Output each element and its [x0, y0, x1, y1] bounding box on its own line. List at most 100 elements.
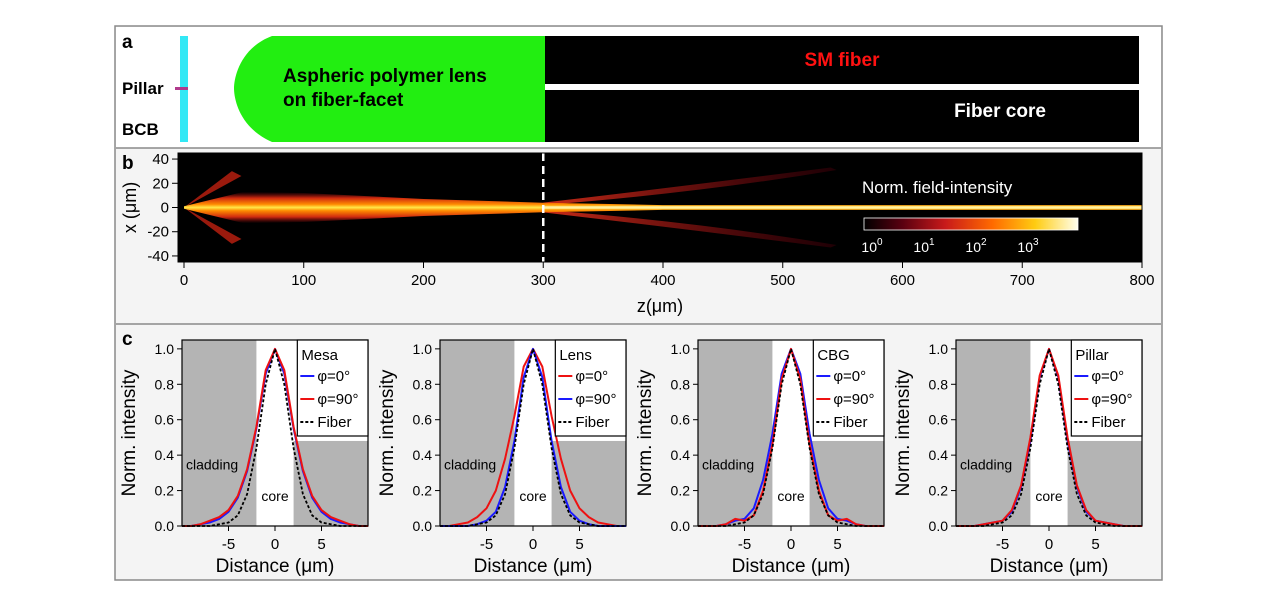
- y-tick-label: 0.8: [929, 376, 949, 392]
- panel-a: a Pillar BCB Aspheric polymer lens on fi…: [116, 27, 1161, 149]
- core-label: core: [519, 488, 546, 504]
- cladding-region-right: [1067, 440, 1142, 526]
- y-tick-label: 0.2: [671, 483, 691, 499]
- x-tick-label: -5: [738, 536, 751, 553]
- panel-a-letter: a: [122, 32, 133, 53]
- legend-entry: φ=0°: [833, 368, 866, 385]
- sm-fiber-label: SM fiber: [805, 50, 881, 71]
- x-axis-label: Distance (μm): [474, 556, 593, 577]
- legend-title: CBG: [817, 347, 850, 364]
- x-tick-label: 200: [411, 272, 436, 289]
- colorbar-tick-exponent: 1: [929, 237, 935, 248]
- y-tick-label: 1.0: [671, 341, 691, 357]
- x-axis-label: Distance (μm): [216, 556, 335, 577]
- y-tick-label: 0.6: [413, 412, 433, 428]
- cladding-region-left: [698, 340, 773, 526]
- x-tick-label: 0: [180, 272, 188, 289]
- pillar-marker: [175, 87, 188, 90]
- legend-entry: φ=0°: [317, 368, 350, 385]
- cladding-label: cladding: [444, 456, 496, 472]
- lens-label-line2: on fiber-facet: [283, 90, 404, 111]
- legend-entry: Fiber: [575, 414, 609, 431]
- curve-90-line: [698, 347, 884, 527]
- y-axis-label: Norm. intensity: [377, 369, 398, 496]
- y-axis-label: Norm. intensity: [893, 369, 914, 496]
- y-tick-label: -40: [147, 248, 169, 265]
- x-tick-label: 0: [787, 536, 795, 553]
- legend-box: [296, 339, 369, 437]
- y-tick-label: 0.6: [671, 412, 691, 428]
- lower-divergent-ray: [183, 207, 242, 244]
- x-tick-label: 5: [575, 536, 583, 553]
- x-tick-label: 400: [650, 272, 675, 289]
- profile-plot-mesa: cladding core Mesa φ=0° φ=90° Fiber 0.0 0.2 0.4 0…: [119, 339, 369, 577]
- x-tick-label: 100: [291, 272, 316, 289]
- y-tick-label: 0.2: [155, 483, 175, 499]
- y-tick-label: 0.8: [671, 376, 691, 392]
- mode-profile-plots: cladding core Mesa φ=0° φ=90° Fiber 0.0 0.2 0.4 0…: [119, 339, 1143, 577]
- sm-fiber-cladding: [545, 36, 1139, 84]
- cladding-label: cladding: [960, 456, 1012, 472]
- curve-90-line: [182, 347, 368, 527]
- fiber-core-label: Fiber core: [954, 101, 1046, 122]
- lower-side-lobe: [543, 209, 837, 248]
- legend-title: Lens: [559, 347, 592, 364]
- y-tick-label: 0.4: [413, 447, 433, 463]
- y-tick-label: 0: [161, 200, 169, 217]
- profile-plot-pillar: cladding core Pillar φ=0° φ=90° Fiber 0.0 0.2 0.…: [893, 339, 1143, 577]
- legend-box: [1070, 339, 1143, 437]
- cladding-label: cladding: [702, 456, 754, 472]
- colorbar: [863, 217, 1079, 231]
- core-label: core: [777, 488, 804, 504]
- lens-label-line1: Aspheric polymer lens: [283, 66, 487, 87]
- y-tick-label: 0.6: [155, 412, 175, 428]
- y-tick-label: 0.2: [413, 483, 433, 499]
- legend-box: [554, 339, 627, 437]
- x-tick-label: 300: [531, 272, 556, 289]
- upper-divergent-ray: [183, 171, 242, 208]
- upper-side-lobe: [543, 167, 837, 206]
- legend-entry: φ=90°: [317, 391, 358, 408]
- y-tick-label: 0.8: [413, 376, 433, 392]
- core-label: core: [261, 488, 288, 504]
- y-tick-label: 0.2: [929, 483, 949, 499]
- cladding-region-right: [551, 440, 626, 526]
- y-tick-label: -20: [147, 224, 169, 241]
- bcb-label: BCB: [122, 120, 159, 139]
- x-axis-label: Distance (μm): [732, 556, 851, 577]
- panel-c-letter: c: [122, 329, 133, 350]
- cladding-region-right: [293, 440, 368, 526]
- y-axis-label: Norm. intensity: [635, 369, 656, 496]
- y-tick-label: 0.0: [413, 518, 433, 534]
- y-tick-label: 1.0: [929, 341, 949, 357]
- x-tick-label: -5: [222, 536, 235, 553]
- y-tick-label: 20: [152, 175, 169, 192]
- y-tick-label: 0.0: [929, 518, 949, 534]
- x-tick-label: 5: [833, 536, 841, 553]
- y-tick-label: 0.0: [671, 518, 691, 534]
- legend-title: Mesa: [301, 347, 338, 364]
- legend-entry: Fiber: [317, 414, 351, 431]
- x-axis-label: Distance (μm): [990, 556, 1109, 577]
- panel-b-y-axis-label: x (μm): [120, 182, 140, 233]
- x-tick-label: 0: [1045, 536, 1053, 553]
- panel-b-letter: b: [122, 153, 134, 174]
- pillar-label: Pillar: [122, 79, 164, 98]
- legend-entry: φ=90°: [833, 391, 874, 408]
- y-axis-label: Norm. intensity: [119, 369, 140, 496]
- x-tick-label: 700: [1010, 272, 1035, 289]
- panel-c: c cladding core Mesa φ=0° φ=90° Fiber 0.0 0.2 0.…: [119, 329, 1143, 577]
- legend-entry: φ=90°: [575, 391, 616, 408]
- legend-entry: φ=90°: [1091, 391, 1132, 408]
- cladding-region-left: [182, 340, 257, 526]
- cladding-label: cladding: [186, 456, 238, 472]
- y-tick-label: 0.4: [155, 447, 175, 463]
- panel-b-x-axis-label: z(μm): [637, 296, 683, 316]
- y-tick-label: 0.6: [929, 412, 949, 428]
- x-tick-label: 0: [529, 536, 537, 553]
- legend-title: Pillar: [1075, 347, 1108, 364]
- y-tick-label: 40: [152, 151, 169, 168]
